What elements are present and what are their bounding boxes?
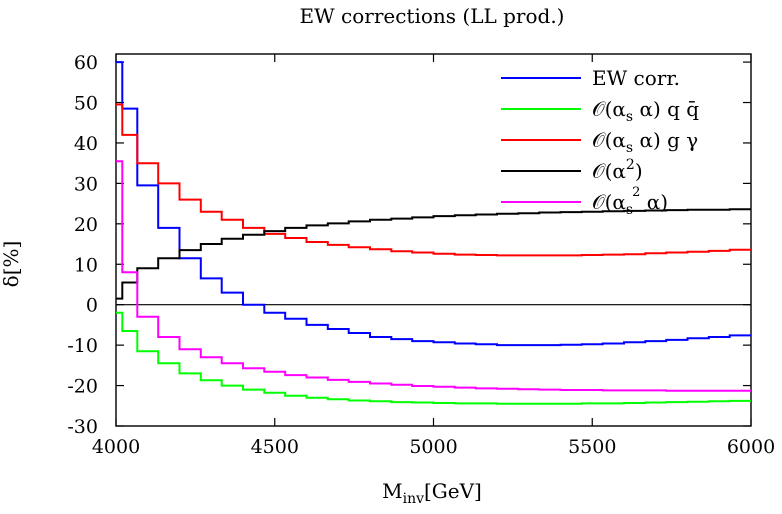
x-axis-label-main: M [382,479,402,503]
y-tick-label: 0 [86,295,98,317]
legend-label-1: 𝒪(αs α) q q̄ [592,97,699,125]
y-tick-label: 50 [74,93,98,115]
legend-label-3: 𝒪(α2) [592,157,643,183]
legend-label-2: 𝒪(αs α) g γ [592,128,698,156]
series-line-0 [116,61,751,347]
y-axis-label: δ[%] [0,241,23,288]
x-axis-label-rest: [GeV] [424,479,482,503]
series-line-1 [116,311,751,405]
x-tick-label: 5000 [409,436,457,458]
series-line-4 [116,160,751,392]
x-tick-label: 5500 [568,436,616,458]
series-layer [116,61,751,405]
y-tick-label: 10 [74,254,98,276]
y-tick-label: 30 [74,173,98,195]
y-tick-label: 40 [74,133,98,155]
axes-layer: -30 -20 -10 0 10 20 30 40 50 60 4000 4500 5000 5500 60… [67,52,775,458]
x-axis-label-sub: inv [403,491,424,507]
x-tick-label: 6000 [727,436,775,458]
legend-label-4: 𝒪(αs2 α) [592,185,668,218]
chart-title: EW corrections (LL prod.) [300,4,565,28]
x-axis-label: Minv[GeV] [382,479,482,507]
y-tick-label: -30 [67,416,98,438]
y-tick-label: 20 [74,214,98,236]
legend-label-0: EW corr. [592,66,680,90]
series-line-3 [116,208,751,300]
y-tick-label: -20 [67,376,98,398]
y-tick-label: 60 [74,52,98,74]
series-line-2 [116,103,751,257]
y-tick-label: -10 [67,335,98,357]
legend: EW corr. 𝒪(αs α) q q̄ 𝒪(αs α) g γ𝒪(α2)𝒪(αs… [501,66,699,218]
x-tick-label: 4000 [92,436,140,458]
x-tick-label: 4500 [251,436,299,458]
